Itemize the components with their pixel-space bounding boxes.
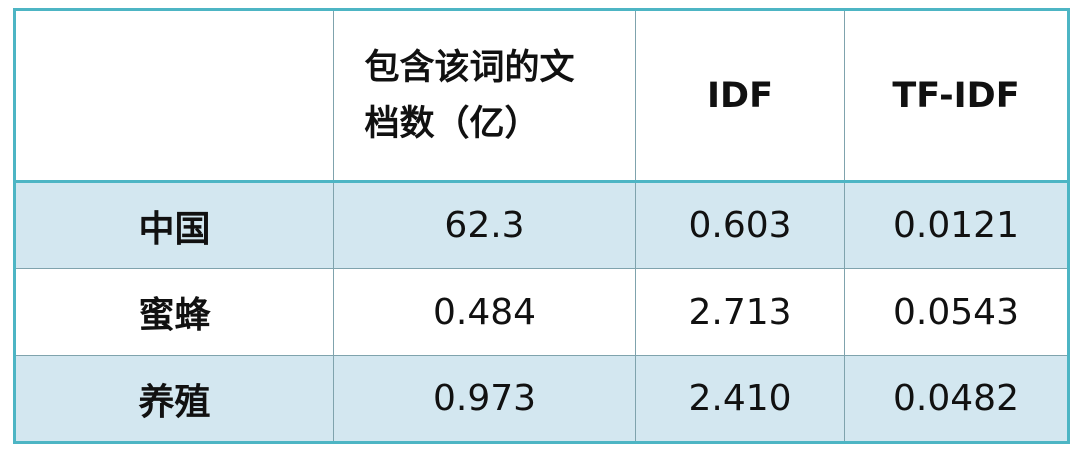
- tfidf-table: 包含该词的文档数（亿） IDF TF-IDF 中国 62.3 0.603 0.0…: [13, 8, 1070, 444]
- header-idf: IDF: [635, 9, 845, 183]
- header-doc-count: 包含该词的文档数（亿）: [333, 9, 636, 183]
- table-row: 中国 62.3 0.603 0.0121: [14, 181, 1069, 269]
- table-row: 蜜蜂 0.484 2.713 0.0543: [14, 268, 1069, 356]
- table-row: 养殖 0.973 2.410 0.0482: [14, 355, 1069, 443]
- header-empty: [14, 9, 334, 183]
- doc-count-cell: 62.3: [333, 181, 636, 269]
- doc-count-cell: 0.484: [333, 268, 636, 356]
- tfidf-cell: 0.0121: [844, 181, 1069, 269]
- idf-cell: 0.603: [635, 181, 845, 269]
- idf-cell: 2.410: [635, 355, 845, 443]
- tfidf-cell: 0.0543: [844, 268, 1069, 356]
- idf-cell: 2.713: [635, 268, 845, 356]
- term-cell: 养殖: [14, 355, 334, 443]
- term-cell: 中国: [14, 181, 334, 269]
- tfidf-cell: 0.0482: [844, 355, 1069, 443]
- header-tfidf: TF-IDF: [844, 9, 1069, 183]
- doc-count-cell: 0.973: [333, 355, 636, 443]
- header-row: 包含该词的文档数（亿） IDF TF-IDF: [14, 9, 1069, 183]
- term-cell: 蜜蜂: [14, 268, 334, 356]
